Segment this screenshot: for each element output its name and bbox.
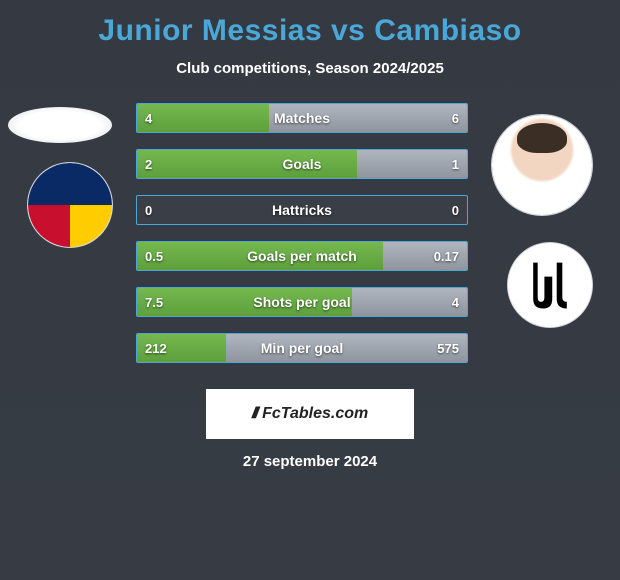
stat-row: 21Goals <box>136 149 468 179</box>
stat-row: 46Matches <box>136 103 468 133</box>
stat-row: 00Hattricks <box>136 195 468 225</box>
subtitle: Club competitions, Season 2024/2025 <box>0 60 620 77</box>
juventus-icon <box>522 257 578 313</box>
date-line: 27 september 2024 <box>0 453 620 470</box>
brand-card: /// FcTables.com <box>206 389 414 439</box>
stat-label: Shots per goal <box>137 288 467 316</box>
comparison-area: 46Matches 21Goals 00Hattricks 0.50.17Goals … <box>0 103 620 383</box>
left-club-badge <box>28 163 112 247</box>
stat-label: Hattricks <box>137 196 467 224</box>
stat-bars: 46Matches 21Goals 00Hattricks 0.50.17Goals … <box>136 103 468 379</box>
brand-slashes-icon: /// <box>252 405 256 423</box>
right-player-avatar <box>492 115 592 215</box>
stat-label: Goals per match <box>137 242 467 270</box>
stat-row: 0.50.17Goals per match <box>136 241 468 271</box>
left-player-avatar <box>8 107 112 143</box>
stat-row: 212575Min per goal <box>136 333 468 363</box>
stat-label: Matches <box>137 104 467 132</box>
stat-label: Min per goal <box>137 334 467 362</box>
right-club-badge <box>508 243 592 327</box>
page-title: Junior Messias vs Cambiaso <box>0 0 620 48</box>
stat-row: 7.54Shots per goal <box>136 287 468 317</box>
brand-text: FcTables.com <box>262 405 368 423</box>
stat-label: Goals <box>137 150 467 178</box>
